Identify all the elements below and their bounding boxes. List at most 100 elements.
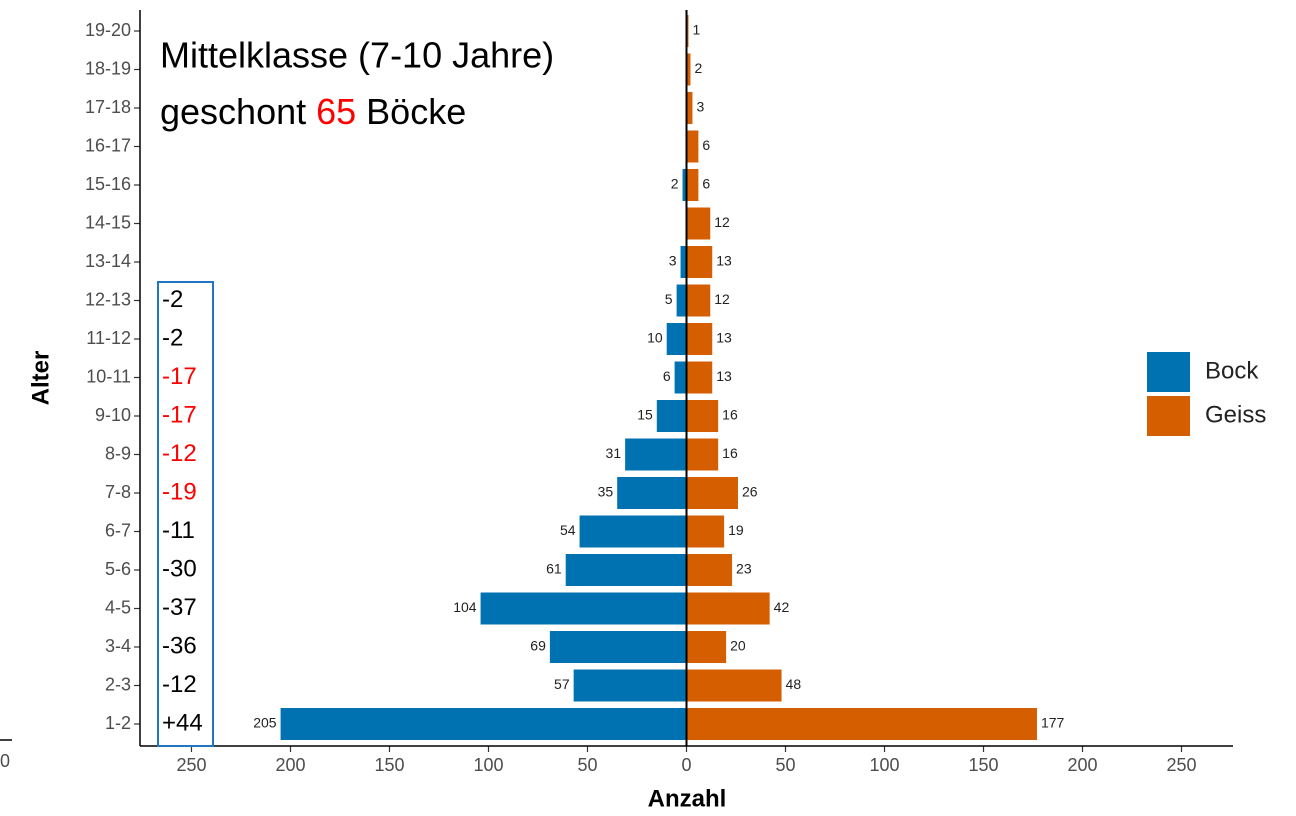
row-note: -30 — [162, 555, 197, 582]
annotation-part: Böcke — [356, 91, 466, 132]
bar — [686, 515, 725, 548]
value-label: 12 — [714, 291, 730, 307]
y-axis-title: Alter — [27, 351, 54, 406]
y-tick-label: 13-14 — [85, 251, 131, 271]
bar — [686, 400, 719, 432]
x-tick-label: 250 — [1166, 755, 1196, 775]
y-tick-label: 17-18 — [85, 97, 131, 117]
bar — [686, 130, 699, 163]
annotation: Mittelklasse (7-10 Jahre) — [160, 35, 554, 76]
notes-box — [157, 281, 214, 747]
row-note: -2 — [162, 286, 183, 313]
bar — [686, 669, 782, 702]
bar — [480, 592, 687, 625]
y-tick-label: 16-17 — [85, 135, 131, 155]
value-label: 13 — [716, 253, 732, 269]
row-note: -12 — [162, 671, 197, 698]
y-tick-label: 3-4 — [105, 636, 131, 656]
x-tick-label: 150 — [374, 755, 404, 775]
value-label: 61 — [546, 561, 562, 577]
bar — [666, 323, 687, 355]
legend-swatch — [1147, 396, 1190, 436]
value-label: 19 — [728, 522, 744, 538]
value-label: 26 — [742, 484, 758, 500]
value-label: 16 — [722, 445, 738, 461]
value-label: 5 — [665, 291, 673, 307]
annotation-part: geschont — [160, 91, 316, 132]
x-tick-label: 0 — [681, 755, 691, 775]
bar — [682, 169, 687, 201]
bar — [686, 246, 713, 278]
row-note: -17 — [162, 363, 197, 390]
bar — [674, 361, 687, 394]
value-label: 2 — [671, 176, 679, 192]
row-note: -2 — [162, 324, 183, 351]
y-tick-label: 12-13 — [85, 289, 131, 309]
y-tick-label: 7-8 — [105, 482, 131, 502]
y-tick-label: 6-7 — [105, 520, 131, 540]
value-label: 6 — [702, 137, 710, 153]
value-label: 69 — [530, 638, 546, 654]
bar — [686, 554, 733, 586]
row-note: -11 — [162, 517, 195, 544]
x-tick-label: 250 — [176, 755, 206, 775]
legend-label: Bock — [1205, 357, 1259, 384]
value-label: 13 — [716, 368, 732, 384]
y-tick-label: 2-3 — [105, 674, 131, 694]
row-note: -36 — [162, 632, 197, 659]
y-tick-label: 9-10 — [95, 405, 131, 425]
row-note: -19 — [162, 478, 197, 505]
y-tick-label: 11-12 — [86, 328, 131, 348]
y-tick-label: 18-19 — [85, 58, 131, 78]
value-label: 15 — [637, 407, 653, 423]
bar — [686, 708, 1037, 740]
value-label: 48 — [786, 676, 802, 692]
row-note: +44 — [162, 709, 203, 736]
annotation-part: 65 — [316, 91, 356, 132]
bar — [680, 246, 687, 278]
row-note: -37 — [162, 594, 197, 621]
x-tick-label: 100 — [473, 755, 503, 775]
value-label: 205 — [253, 715, 277, 731]
x-tick-label: 200 — [275, 755, 305, 775]
row-note: -12 — [162, 440, 197, 467]
legend-swatch — [1147, 352, 1190, 392]
x-tick-label: 150 — [968, 755, 998, 775]
bar — [686, 323, 713, 355]
x-tick-label: 200 — [1067, 755, 1097, 775]
bar — [579, 515, 687, 548]
bar — [686, 631, 727, 663]
bar — [656, 400, 687, 432]
value-label: 2 — [694, 60, 702, 76]
bar — [686, 477, 738, 509]
value-label: 42 — [774, 599, 790, 615]
x-tick-label: 100 — [869, 755, 899, 775]
value-label: 23 — [736, 561, 752, 577]
bar — [686, 361, 713, 394]
value-label: 16 — [722, 407, 738, 423]
bar — [617, 477, 687, 509]
value-label: 3 — [669, 253, 677, 269]
value-label: 57 — [554, 676, 570, 692]
bar — [686, 92, 693, 124]
bar — [549, 631, 687, 663]
bar — [573, 669, 687, 702]
bar — [686, 438, 719, 471]
bar — [686, 284, 711, 317]
bar — [686, 169, 699, 201]
y-tick-label: 1-2 — [105, 713, 131, 733]
y-tick-label: 19-20 — [85, 20, 131, 40]
bar — [565, 554, 687, 586]
x-axis-title: Anzahl — [648, 785, 727, 812]
bar — [676, 284, 687, 317]
value-label: 54 — [560, 522, 576, 538]
value-label: 6 — [702, 176, 710, 192]
row-note: -17 — [162, 401, 197, 428]
y-tick-label: 15-16 — [85, 174, 131, 194]
value-label: 12 — [714, 214, 730, 230]
value-label: 3 — [696, 99, 704, 115]
value-label: 35 — [598, 484, 614, 500]
x-tick-label: 50 — [775, 755, 795, 775]
legend-label: Geiss — [1205, 401, 1266, 428]
